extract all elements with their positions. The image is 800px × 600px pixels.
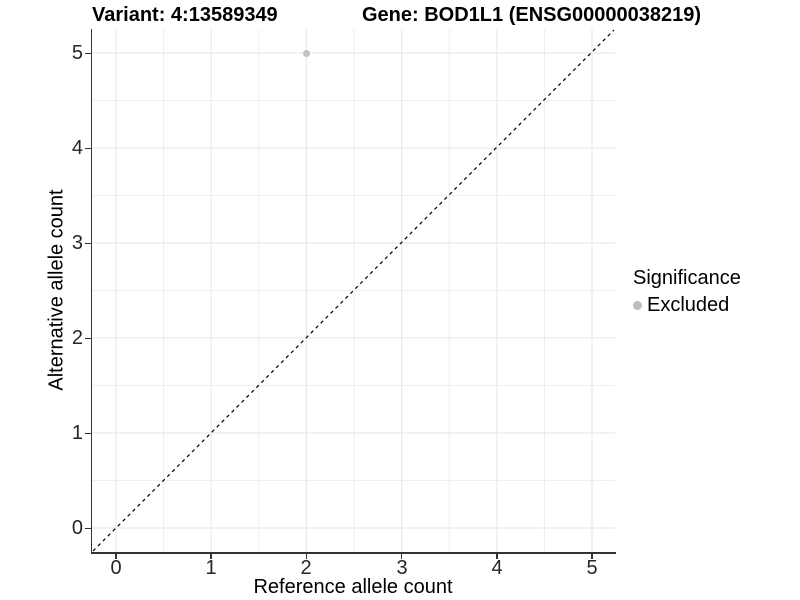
x-tick-2	[305, 553, 308, 559]
x-tick-3	[400, 553, 403, 559]
plot-panel	[92, 29, 615, 552]
x-axis-title: Reference allele count	[253, 576, 453, 598]
legend: Significance Excluded	[633, 267, 741, 317]
x-tick-label: 2	[300, 557, 312, 579]
x-tick-5	[591, 553, 593, 559]
y-tick-1	[85, 432, 91, 434]
x-tick-label: 3	[396, 557, 408, 579]
y-tick-label: 1	[71, 422, 83, 444]
variant-title: Variant: 4:13589349	[92, 4, 278, 26]
x-tick-label: 4	[491, 557, 503, 579]
y-tick-label: 0	[71, 517, 83, 539]
excluded-point-icon	[633, 301, 642, 310]
y-axis-title: Alternative allele count	[45, 189, 68, 391]
y-tick-3	[85, 242, 91, 244]
legend-item-excluded: Excluded	[633, 294, 741, 317]
legend-title: Significance	[633, 267, 741, 289]
x-tick-label: 1	[205, 557, 217, 579]
y-tick-label: 5	[71, 42, 83, 64]
y-tick-label: 4	[71, 137, 83, 159]
y-axis-line	[90, 29, 92, 553]
x-tick-label: 5	[586, 557, 598, 579]
x-tick-4	[496, 553, 498, 559]
y-tick-label: 2	[71, 327, 83, 349]
y-tick-5	[85, 52, 91, 54]
y-tick-4	[85, 147, 91, 149]
x-tick-1	[210, 553, 212, 559]
y-tick-0	[85, 527, 91, 529]
x-axis-line	[90, 552, 616, 554]
grid-major-horizontal	[92, 52, 615, 529]
gene-title: Gene: BOD1L1 (ENSG00000038219)	[362, 4, 702, 26]
x-tick-label: 0	[110, 557, 122, 579]
legend-item-label: Excluded	[647, 294, 730, 316]
grid-major-vertical	[115, 29, 593, 552]
data-point	[303, 50, 310, 57]
gridlines-and-reference-line	[92, 29, 615, 552]
grid-minor-horizontal	[92, 100, 615, 481]
y-tick-2	[85, 337, 91, 339]
y-tick-label: 3	[71, 232, 83, 254]
x-tick-0	[115, 553, 117, 559]
